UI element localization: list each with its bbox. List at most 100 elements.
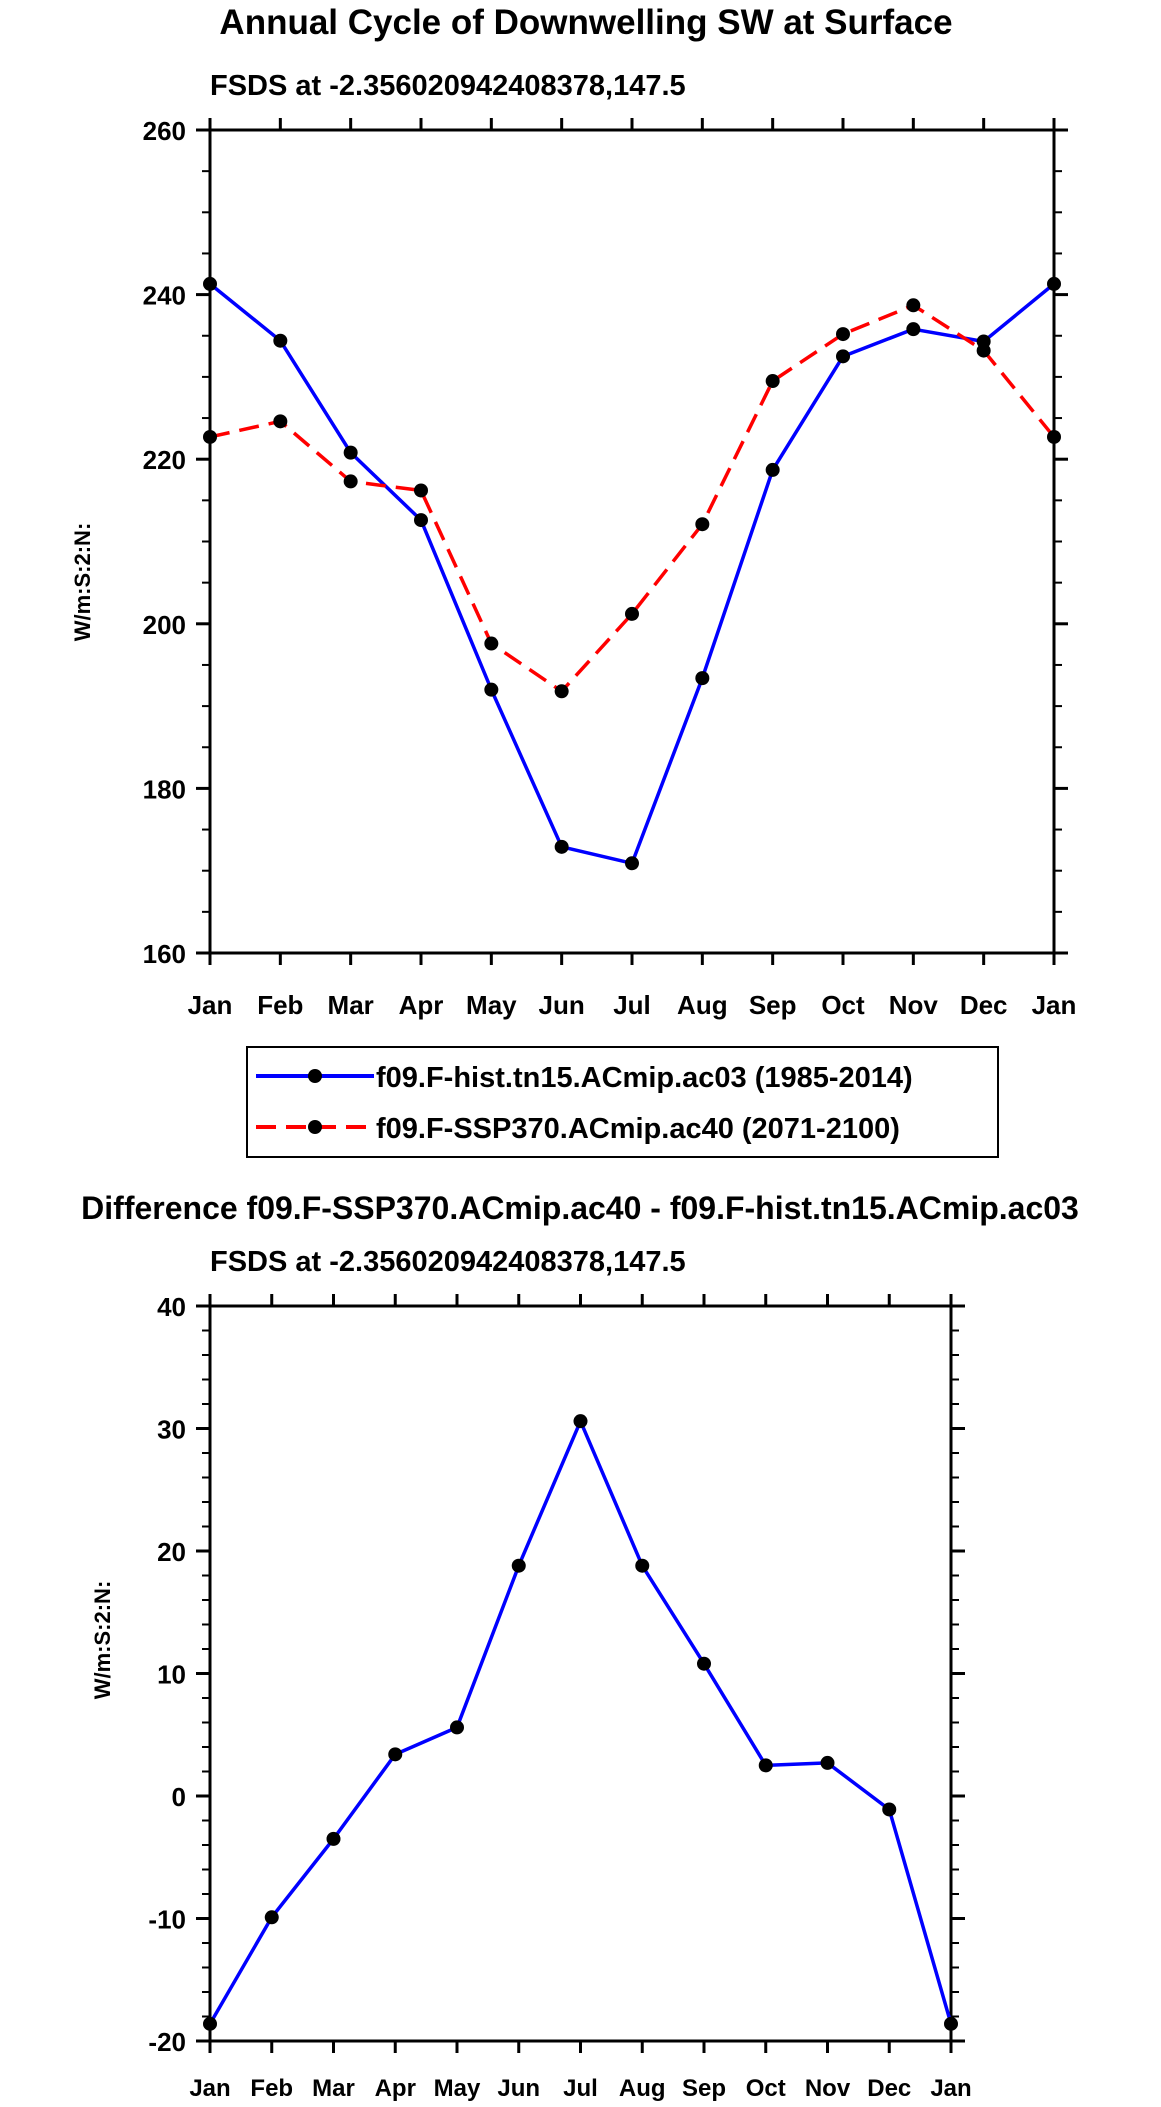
chart1-point (625, 606, 639, 621)
chart2-title: Difference f09.F-SSP370.ACmip.ac40 - f09… (81, 1190, 1079, 1226)
legend: f09.F-hist.tn15.ACmip.ac03 (1985-2014) f… (246, 1046, 999, 1158)
y-tick-label: 10 (157, 1660, 186, 1690)
chart1-point (554, 839, 569, 854)
x-tick-label: Dec (867, 2075, 911, 2102)
x-tick-label: Jul (613, 990, 651, 1020)
legend-box (246, 1046, 999, 1158)
chart1-point (343, 474, 358, 489)
y-tick-label: 200 (143, 610, 186, 640)
legend-hist-label: f09.F-hist.tn15.ACmip.ac03 (1985-2014) (376, 1062, 913, 1094)
chart2-axes: Jan Feb Mar Apr May Jun Jul Aug Sep Oct Nov Dec Jan-… (148, 1292, 971, 2102)
x-tick-label: Aug (619, 2075, 666, 2102)
chart1-axes: Jan Feb Mar Apr May Jun Jul Aug Sep Oct Nov Dec Jan1… (143, 116, 1077, 1020)
chart2-series-line-0 (208, 1419, 953, 2025)
chart2-point (388, 1747, 403, 1762)
x-tick-label: Oct (821, 990, 865, 1020)
chart2-point (450, 1720, 464, 1735)
chart1-point (343, 445, 358, 460)
chart1-point (554, 684, 569, 699)
x-tick-label: Nov (805, 2075, 851, 2102)
y-tick-label: 0 (172, 1782, 186, 1812)
y-tick-label: -10 (148, 1905, 186, 1935)
y-tick-label: 220 (143, 445, 186, 475)
chart1-subtitle: FSDS at -2.356020942408378,147.5 (210, 70, 686, 102)
chart1-point (765, 374, 780, 389)
x-tick-label: Sep (682, 2075, 726, 2102)
chart1-point (203, 429, 217, 444)
x-tick-label: Mar (312, 2075, 355, 2102)
legend-ssp-label: f09.F-SSP370.ACmip.ac40 (2071-2100) (376, 1113, 900, 1145)
chart2-point (203, 2016, 217, 2031)
x-tick-label: Aug (677, 990, 728, 1020)
chart2-ylabel: W/m:S:2:N: (90, 1581, 115, 1700)
y-tick-label: 240 (143, 281, 186, 311)
chart1-point (906, 322, 921, 337)
x-tick-label: Feb (250, 2075, 293, 2102)
chart1-point (906, 298, 921, 313)
chart2-point (635, 1558, 650, 1573)
x-tick-label: Jan (930, 2075, 971, 2102)
y-tick-label: 180 (143, 774, 186, 804)
chart1-point (695, 517, 710, 532)
chart1-point (836, 349, 850, 364)
chart1-point (414, 483, 428, 498)
chart1-ylabel: W/m:S:2:N: (70, 523, 95, 642)
chart1-point (484, 682, 499, 697)
chart1-point (414, 513, 428, 528)
x-tick-label: Nov (889, 990, 939, 1020)
x-tick-label: Apr (375, 2075, 416, 2102)
chart2-point (326, 1831, 341, 1846)
chart1-point (484, 636, 499, 651)
chart2-point (697, 1656, 711, 1671)
x-tick-label: Apr (399, 990, 444, 1020)
y-tick-label: 30 (157, 1415, 186, 1445)
chart1-point (1047, 276, 1061, 291)
chart2-point (573, 1414, 588, 1429)
chart1-point (695, 671, 710, 686)
chart1-series-line-1 (209, 303, 1056, 694)
chart2-point (944, 2016, 958, 2031)
chart1-point (203, 276, 217, 291)
x-tick-label: Jan (188, 990, 233, 1020)
x-tick-label: May (466, 990, 517, 1020)
x-tick-label: Sep (749, 990, 797, 1020)
chart1-frame (208, 128, 1056, 955)
y-tick-label: 20 (157, 1537, 186, 1567)
x-tick-label: Oct (746, 2075, 786, 2102)
chart1-title: Annual Cycle of Downwelling SW at Surfac… (219, 3, 952, 42)
x-tick-label: Jan (1032, 990, 1077, 1020)
legend-ssp-marker (308, 1120, 322, 1134)
y-tick-label: 260 (143, 116, 186, 146)
y-tick-label: 40 (157, 1292, 186, 1322)
chart1-point (625, 856, 639, 871)
x-tick-label: Jun (497, 2075, 540, 2102)
x-tick-label: Mar (328, 990, 374, 1020)
chart2-point (882, 1802, 897, 1817)
chart1-point (273, 333, 288, 348)
chart-annual-cycle: Annual Cycle of Downwelling SW at Surfac… (70, 3, 1076, 1020)
chart1-point (976, 343, 991, 358)
x-tick-label: Dec (960, 990, 1008, 1020)
legend-hist-marker (308, 1069, 322, 1083)
chart1-point (1047, 429, 1061, 444)
chart1-plot-area (203, 276, 1061, 871)
chart2-point (820, 1755, 835, 1770)
chart2-plot-area (203, 1414, 958, 2031)
chart1-point (765, 462, 780, 477)
x-tick-label: May (434, 2075, 481, 2102)
chart1-point (836, 327, 850, 342)
x-tick-label: Jun (539, 990, 585, 1020)
chart2-subtitle: FSDS at -2.356020942408378,147.5 (210, 1246, 686, 1278)
x-tick-label: Feb (257, 990, 303, 1020)
y-tick-label: 160 (143, 939, 186, 969)
chart1-point (273, 414, 288, 429)
chart1-series-line-0 (208, 282, 1056, 866)
chart2-point (511, 1558, 526, 1573)
y-tick-label: -20 (148, 2027, 186, 2057)
x-tick-label: Jul (563, 2075, 598, 2102)
chart2-point (758, 1758, 773, 1773)
chart2-point (264, 1910, 279, 1925)
x-tick-label: Jan (189, 2075, 230, 2102)
chart-difference: Difference f09.F-SSP370.ACmip.ac40 - f09… (81, 1190, 1079, 2102)
